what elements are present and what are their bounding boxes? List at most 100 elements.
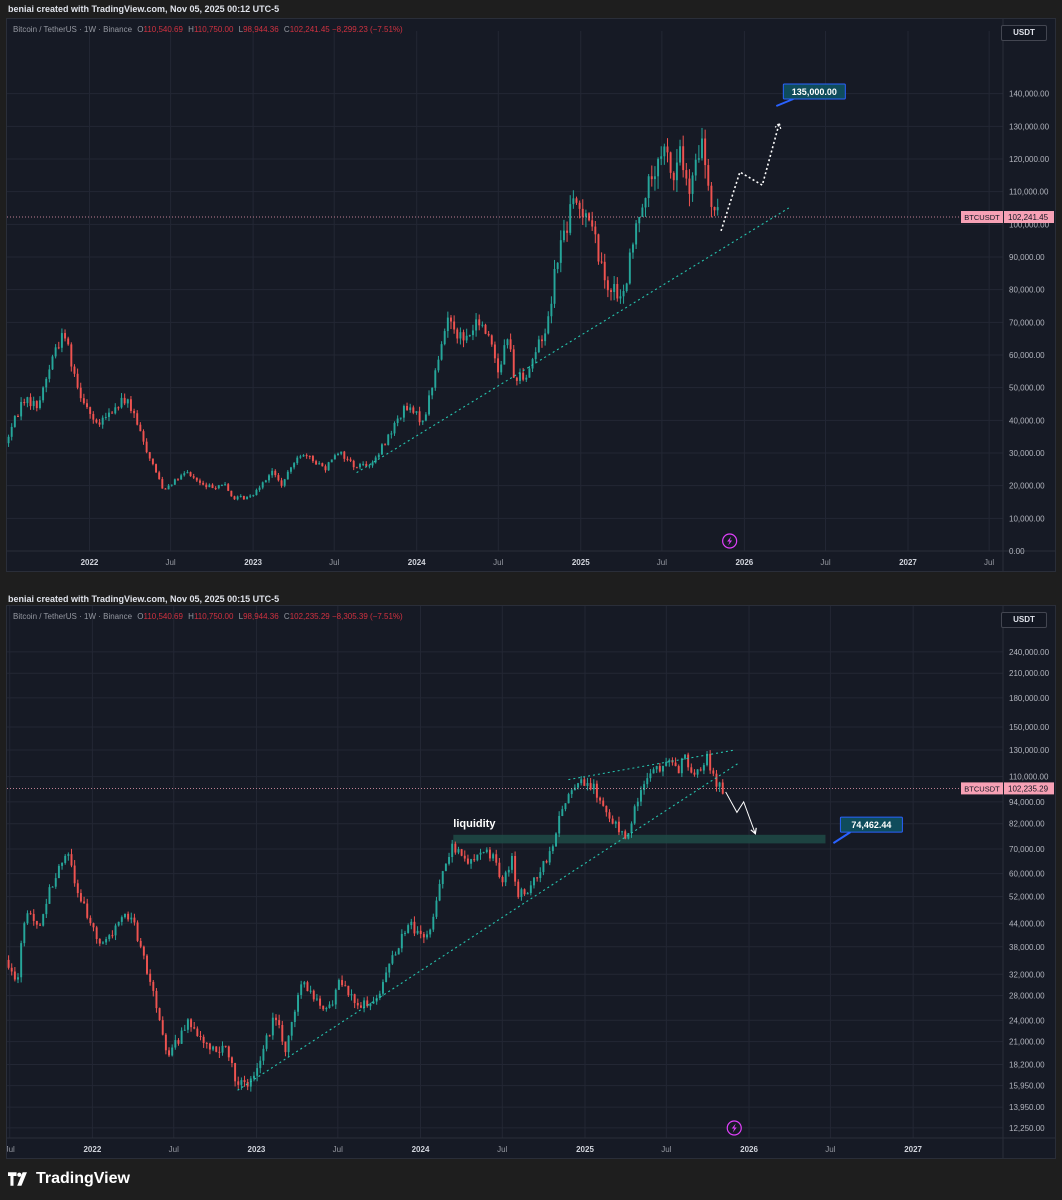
candle-body xyxy=(561,809,564,817)
x-tick-label: Jul xyxy=(825,1145,835,1154)
chart-canvas[interactable]: 240,000.00 210,000.00 180,000.00 150,000.00… xyxy=(7,606,1055,1158)
candle-body xyxy=(555,833,557,847)
candle-body xyxy=(434,370,437,388)
candle-body xyxy=(429,929,432,935)
candle-body xyxy=(312,990,315,1000)
candle-body xyxy=(602,800,605,806)
candle-body xyxy=(340,451,343,454)
candle-body xyxy=(64,333,67,339)
candle-body xyxy=(500,364,503,373)
candle-body xyxy=(328,1004,331,1008)
candle-body xyxy=(548,851,551,863)
candle-body xyxy=(628,252,631,284)
candle-body xyxy=(707,165,710,186)
candle-body xyxy=(668,760,671,762)
candle-body xyxy=(473,859,476,861)
high-value: 110,750.00 xyxy=(193,612,234,621)
candle-body xyxy=(531,359,534,369)
candle-body xyxy=(255,489,258,496)
candle-body xyxy=(412,407,415,413)
candle-body xyxy=(7,436,10,444)
candle-body xyxy=(362,463,365,465)
candle-body xyxy=(211,484,214,489)
candle-body xyxy=(303,982,306,985)
projection-path xyxy=(725,791,756,834)
candle-body xyxy=(173,479,176,485)
candle-body xyxy=(641,207,644,217)
candle-body xyxy=(580,779,583,784)
candle-body xyxy=(321,463,324,467)
lightning-bolt-icon xyxy=(727,536,733,546)
candle-body xyxy=(82,398,85,404)
candle-body xyxy=(384,444,387,446)
candle-body xyxy=(221,1045,224,1053)
candle-body xyxy=(611,818,614,824)
candle-body xyxy=(76,883,79,894)
candle-body xyxy=(544,333,547,342)
price-tag-symbol-box xyxy=(961,782,1003,795)
candle-body xyxy=(296,457,299,464)
y-tick-label: 13,950.00 xyxy=(1009,1103,1045,1112)
x-tick-label: Jul xyxy=(329,558,339,567)
candle-body xyxy=(712,770,715,774)
projection-arrowhead xyxy=(750,827,757,835)
candle-body xyxy=(265,1035,268,1049)
btc-weekly-chart-log[interactable]: 240,000.00 210,000.00 180,000.00 150,000.00… xyxy=(6,605,1056,1159)
price-tag-symbol-box xyxy=(961,211,1003,224)
candle-body xyxy=(89,407,92,414)
high-label: H xyxy=(188,612,194,621)
btc-weekly-chart-linear[interactable]: 140,000.00 130,000.00 120,000.00 110,000.00… xyxy=(6,18,1056,572)
candle-body xyxy=(293,463,296,468)
candle-body xyxy=(57,347,60,349)
y-tick-label: 94,000.00 xyxy=(1009,798,1045,807)
candle-body xyxy=(709,753,712,771)
candle-body xyxy=(158,1008,161,1021)
candle-body xyxy=(300,984,303,995)
candle-body xyxy=(170,484,173,486)
tradingview-logo[interactable]: TradingView xyxy=(8,1170,130,1188)
candle-body xyxy=(655,766,658,770)
candle-body xyxy=(54,878,57,887)
y-tick-label: 38,000.00 xyxy=(1009,943,1045,952)
candle-body xyxy=(343,451,346,459)
candle-body xyxy=(10,426,13,437)
candle-body xyxy=(277,475,280,481)
candle-body xyxy=(290,1021,293,1036)
candle-body xyxy=(224,484,227,486)
candle-body xyxy=(468,335,471,337)
candle-body xyxy=(142,946,145,956)
candle-body xyxy=(243,1080,246,1082)
y-tick-label: 32,000.00 xyxy=(1009,970,1045,979)
chart-caption-bottom: beniai created with TradingView.com, Nov… xyxy=(8,594,280,604)
candle-body xyxy=(278,1020,281,1026)
candle-body xyxy=(368,465,371,467)
symbol-title: Bitcoin / TetherUS · 1W · Binance xyxy=(13,25,133,34)
candle-body xyxy=(718,782,721,787)
tradingview-logo-icon xyxy=(8,1172,27,1186)
chart-canvas[interactable]: 140,000.00 130,000.00 120,000.00 110,000.00… xyxy=(7,19,1055,571)
candle-body xyxy=(459,332,462,339)
candle-body xyxy=(168,1050,171,1056)
x-tick-label: Jul xyxy=(7,1145,15,1154)
candle-body xyxy=(583,779,586,786)
open-label: O xyxy=(137,612,144,621)
candle-body xyxy=(359,1005,362,1008)
currency-button[interactable]: USDT xyxy=(1001,25,1047,41)
candle-body xyxy=(498,862,501,877)
candle-body xyxy=(372,1001,375,1004)
y-tick-label: 24,000.00 xyxy=(1009,1016,1045,1025)
candle-body xyxy=(259,1060,262,1069)
candle-body xyxy=(299,456,302,458)
candle-body xyxy=(369,1003,372,1007)
candle-body xyxy=(236,496,239,500)
currency-button[interactable]: USDT xyxy=(1001,612,1047,628)
y-tick-label: 90,000.00 xyxy=(1009,253,1045,262)
price-tag-value: 102,235.29 xyxy=(1008,784,1049,793)
y-tick-label: 110,000.00 xyxy=(1009,188,1049,197)
candle-body xyxy=(471,330,474,336)
candle-body xyxy=(146,955,148,974)
candle-body xyxy=(35,920,38,925)
change-value: −8,299.23 (−7.51%) xyxy=(331,25,403,34)
candle-body xyxy=(124,913,126,918)
candle-body xyxy=(575,198,578,203)
